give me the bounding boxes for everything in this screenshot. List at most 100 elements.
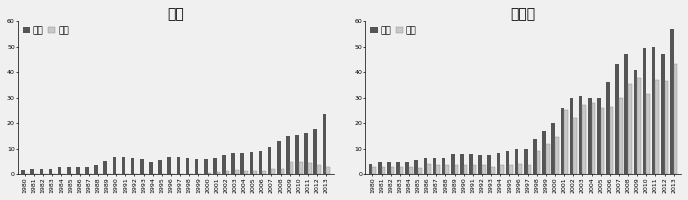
- Bar: [473, 165, 477, 174]
- Bar: [637, 78, 641, 174]
- Bar: [253, 171, 257, 174]
- Bar: [49, 169, 52, 174]
- Bar: [378, 162, 382, 174]
- Bar: [290, 162, 293, 174]
- Bar: [469, 154, 473, 174]
- Bar: [573, 118, 577, 174]
- Bar: [561, 108, 564, 174]
- Bar: [277, 141, 281, 174]
- Bar: [487, 155, 491, 174]
- Bar: [610, 107, 614, 174]
- Bar: [606, 82, 610, 174]
- Bar: [299, 162, 303, 174]
- Bar: [564, 110, 568, 174]
- Bar: [524, 149, 528, 174]
- Bar: [661, 54, 665, 174]
- Bar: [442, 158, 445, 174]
- Bar: [195, 159, 198, 174]
- Title: ドイツ: ドイツ: [510, 7, 536, 21]
- Bar: [281, 169, 284, 174]
- Bar: [295, 135, 299, 174]
- Bar: [546, 144, 550, 174]
- Bar: [58, 167, 61, 174]
- Bar: [646, 94, 650, 174]
- Bar: [579, 96, 583, 174]
- Bar: [250, 152, 253, 174]
- Bar: [400, 167, 403, 174]
- Bar: [177, 157, 180, 174]
- Bar: [314, 129, 317, 174]
- Bar: [460, 154, 464, 174]
- Bar: [213, 158, 217, 174]
- Bar: [674, 64, 678, 174]
- Bar: [235, 170, 239, 174]
- Bar: [482, 165, 486, 174]
- Bar: [140, 159, 144, 174]
- Bar: [244, 171, 248, 174]
- Title: 日本: 日本: [167, 7, 184, 21]
- Bar: [208, 173, 211, 174]
- Bar: [570, 98, 573, 174]
- Bar: [418, 168, 422, 174]
- Bar: [414, 160, 418, 174]
- Bar: [634, 70, 637, 174]
- Bar: [308, 163, 312, 174]
- Bar: [500, 165, 504, 174]
- Bar: [619, 98, 623, 174]
- Bar: [652, 47, 656, 174]
- Bar: [21, 170, 25, 174]
- Bar: [665, 81, 668, 174]
- Bar: [372, 167, 376, 174]
- Bar: [491, 167, 495, 174]
- Bar: [103, 161, 107, 174]
- Bar: [433, 158, 436, 174]
- Bar: [656, 80, 659, 174]
- Bar: [76, 167, 80, 174]
- Bar: [304, 133, 308, 174]
- Bar: [509, 165, 513, 174]
- Bar: [94, 165, 98, 174]
- Bar: [396, 162, 400, 174]
- Bar: [149, 162, 153, 174]
- Bar: [670, 29, 674, 174]
- Bar: [424, 158, 427, 174]
- Bar: [583, 105, 586, 174]
- Bar: [455, 165, 458, 174]
- Bar: [643, 48, 646, 174]
- Bar: [537, 151, 540, 174]
- Bar: [555, 137, 559, 174]
- Bar: [323, 114, 326, 174]
- Bar: [528, 165, 531, 174]
- Bar: [445, 165, 449, 174]
- Bar: [597, 98, 601, 174]
- Bar: [436, 165, 440, 174]
- Bar: [551, 123, 555, 174]
- Legend: 対外, 対内: 対外, 対内: [22, 25, 69, 36]
- Bar: [615, 64, 619, 174]
- Bar: [326, 167, 330, 174]
- Bar: [542, 131, 546, 174]
- Bar: [158, 160, 162, 174]
- Bar: [592, 103, 595, 174]
- Bar: [240, 153, 244, 174]
- Bar: [222, 155, 226, 174]
- Bar: [625, 54, 628, 174]
- Bar: [427, 164, 431, 174]
- Bar: [286, 136, 290, 174]
- Bar: [226, 171, 230, 174]
- Bar: [259, 151, 262, 174]
- Bar: [317, 165, 321, 174]
- Bar: [405, 162, 409, 174]
- Bar: [628, 84, 632, 174]
- Bar: [515, 149, 519, 174]
- Bar: [217, 172, 220, 174]
- Bar: [167, 157, 171, 174]
- Bar: [519, 164, 522, 174]
- Bar: [409, 167, 413, 174]
- Bar: [186, 158, 189, 174]
- Bar: [262, 171, 266, 174]
- Bar: [204, 159, 208, 174]
- Bar: [268, 147, 272, 174]
- Bar: [85, 167, 89, 174]
- Bar: [369, 164, 372, 174]
